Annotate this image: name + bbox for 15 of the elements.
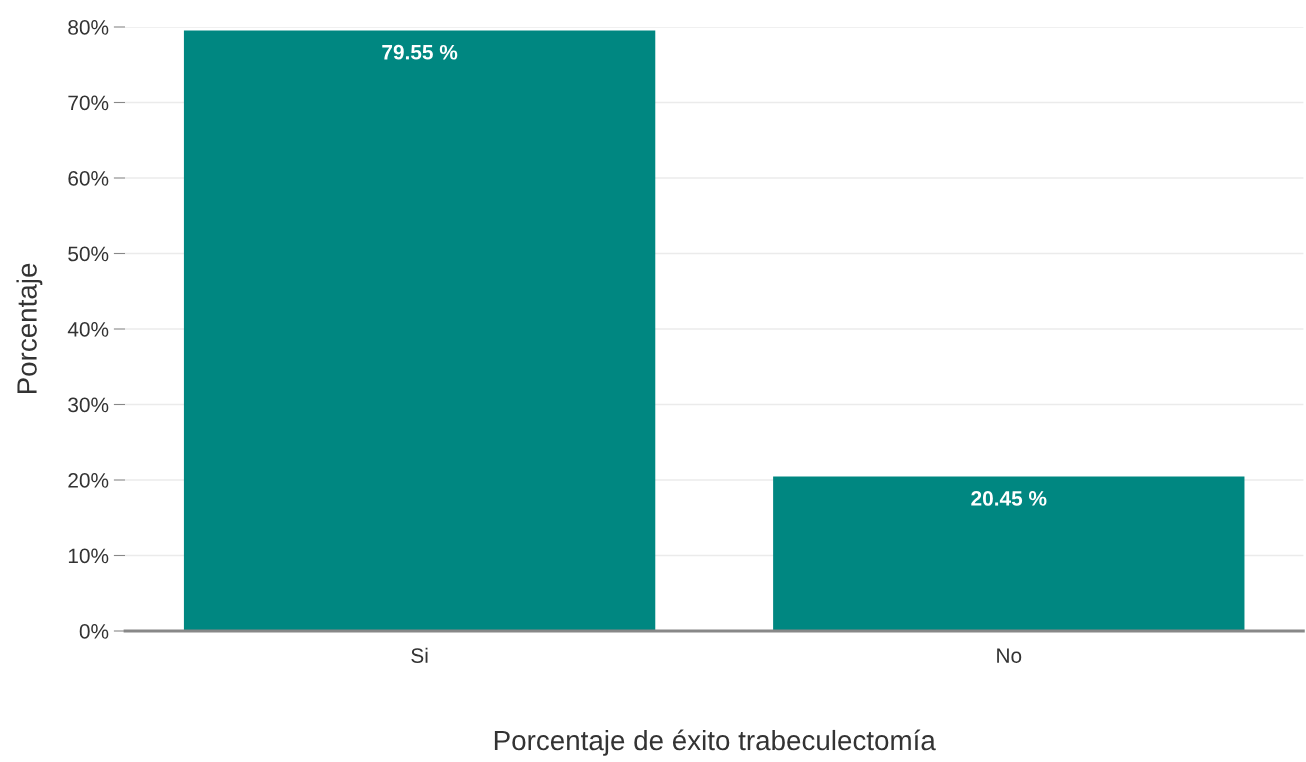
y-tick-label: 10% [68,548,109,564]
y-tick-label: 0% [79,624,109,639]
x-axis-title: Porcentaje de éxito trabeculectomía [494,729,936,756]
y-tick-label: 20% [68,473,109,488]
y-tick-label: 70% [68,95,109,111]
y-tick-label: 30% [68,397,109,413]
data-label: 20.45 % [971,491,1047,506]
y-tick-label: 40% [67,322,109,337]
y-tick-label: 80% [68,20,109,35]
y-axis-title: Porcentaje [16,263,43,394]
y-tick-label: 50% [68,246,109,262]
x-tick-label: Si [411,647,428,663]
data-label: 79.55 % [382,44,458,60]
y-tick-label: 60% [68,171,109,186]
x-tick-label: No [997,648,1022,663]
